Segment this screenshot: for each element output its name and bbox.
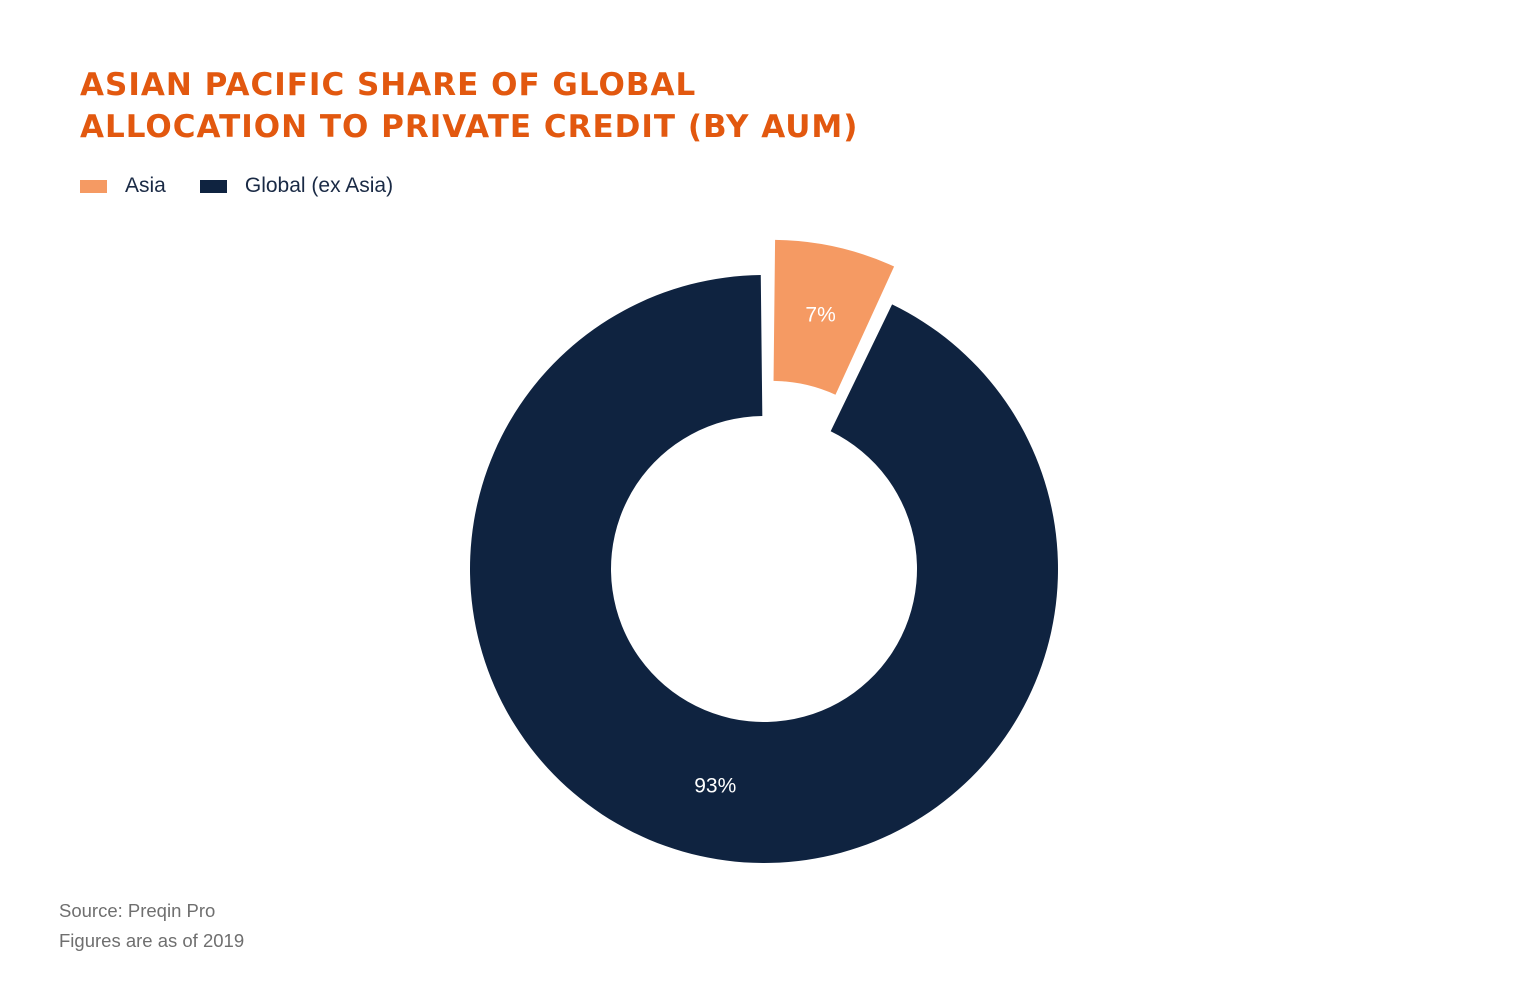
data-label-global-ex-asia: 93% [694,775,736,798]
footnotes: Source: Preqin Pro Figures are as of 201… [59,896,244,956]
legend-label-global: Global (ex Asia) [244,174,394,197]
legend-label-asia: Asia [125,174,166,197]
donut-slice-asia [773,239,895,395]
date-note: Figures are as of 2019 [59,930,245,951]
chart-legend: Asia Global (ex Asia) [80,174,427,198]
data-label-asia: 7% [805,303,835,326]
chart-title-line-1: ASIAN PACIFIC SHARE OF GLOBAL [80,67,697,103]
legend-item-asia: Asia [80,174,166,198]
donut-slices [470,239,1059,863]
donut-labels: 7% 93% [694,303,836,797]
chart-title-line-2: ALLOCATION TO PRIVATE CREDIT (BY AUM) [80,109,859,145]
legend-swatch-asia [80,179,107,193]
source-note: Source: Preqin Pro [59,900,216,921]
legend-swatch-global [199,179,227,193]
chart-title: ASIAN PACIFIC SHARE OF GLOBAL ALLOCATION… [80,64,858,148]
legend-item-global: Global (ex Asia) [199,174,394,198]
donut-slice-global-ex-asia [470,275,1059,863]
